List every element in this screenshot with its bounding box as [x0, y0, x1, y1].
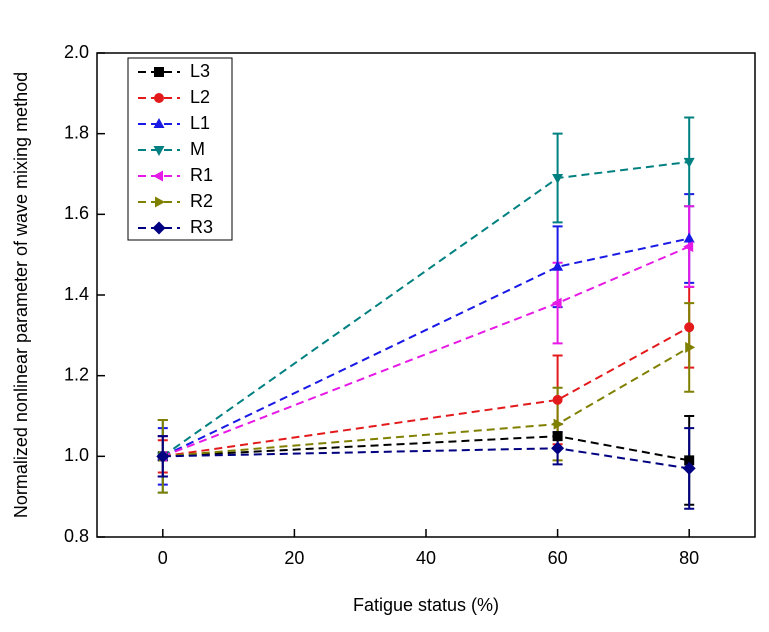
x-tick-label: 60 [548, 548, 568, 568]
data-point [683, 232, 695, 243]
legend-marker [152, 221, 166, 235]
data-point [684, 455, 695, 466]
data-point [685, 341, 696, 353]
y-axis-label: Normalized nonlinear parameter of wave m… [11, 72, 31, 518]
y-tick-label: 1.4 [64, 284, 89, 304]
legend-marker [154, 67, 164, 77]
legend-label: R1 [190, 165, 213, 185]
x-tick-label: 20 [284, 548, 304, 568]
data-point [552, 394, 563, 405]
y-tick-label: 1.6 [64, 203, 89, 223]
legend-label: L2 [190, 87, 210, 107]
legend-label: L1 [190, 113, 210, 133]
legend-marker [155, 196, 165, 208]
data-point [552, 431, 563, 442]
series-line [162, 237, 690, 458]
legend-marker [153, 118, 165, 128]
y-tick-label: 0.8 [64, 526, 89, 546]
data-point [552, 260, 564, 271]
legend-marker [153, 146, 165, 156]
legend-label: M [190, 139, 205, 159]
y-tick-label: 1.2 [64, 364, 89, 384]
data-point [683, 157, 695, 168]
series-line [162, 447, 690, 470]
data-point [683, 241, 694, 253]
series-line [162, 326, 690, 458]
y-tick-label: 2.0 [64, 42, 89, 62]
legend-label: R3 [190, 217, 213, 237]
data-point [551, 441, 565, 455]
x-tick-label: 40 [416, 548, 436, 568]
data-point [682, 461, 696, 475]
legend-marker [153, 170, 163, 182]
legend-marker [154, 92, 165, 104]
x-tick-label: 80 [679, 548, 699, 568]
data-point [684, 322, 695, 333]
series-line [162, 245, 690, 458]
data-point [551, 297, 562, 309]
legend-label: L3 [190, 61, 210, 81]
data-point [553, 418, 564, 430]
y-tick-label: 1.8 [64, 122, 89, 142]
series-line [162, 160, 690, 458]
x-tick-label: 0 [158, 548, 168, 568]
data-point [552, 174, 564, 185]
x-axis-label: Fatigue status (%) [353, 595, 499, 615]
y-tick-label: 1.0 [64, 445, 89, 465]
data-point [156, 449, 170, 463]
legend-label: R2 [190, 191, 213, 211]
